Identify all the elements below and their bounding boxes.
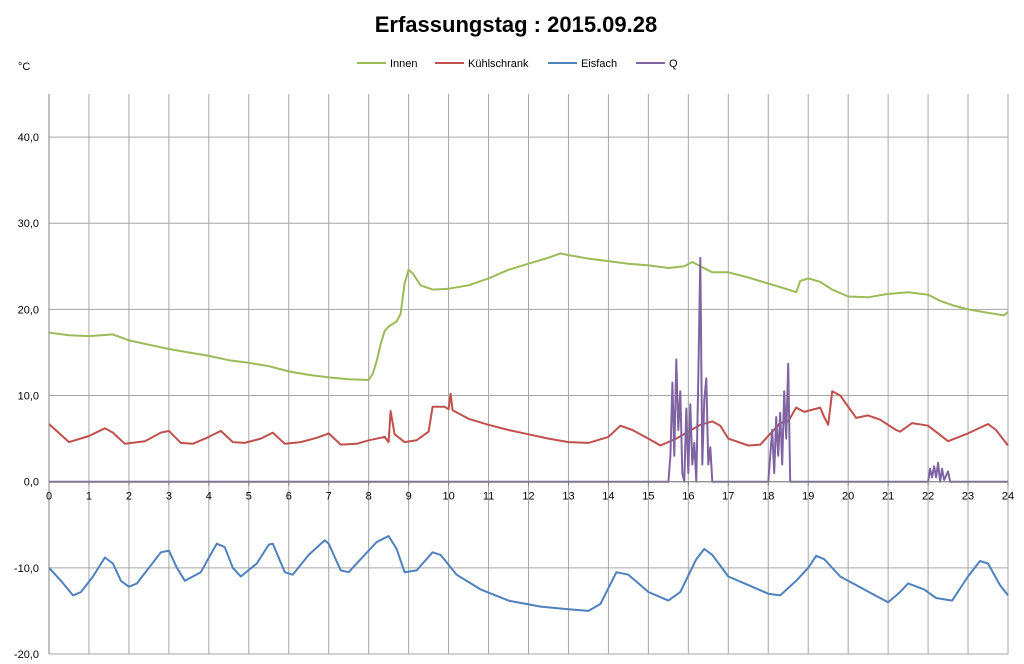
y-tick-label: 30,0: [18, 218, 39, 230]
series-line-innen: [48, 252, 1009, 381]
x-tick-label: 0: [46, 491, 52, 503]
x-tick-label: 2: [126, 491, 132, 503]
x-tick-label: 11: [483, 491, 494, 503]
y-tick-label: 0,0: [24, 477, 39, 489]
x-tick-label: 22: [922, 491, 934, 503]
x-tick-label: 10: [442, 491, 454, 503]
legend-label: Kühlschrank: [468, 58, 529, 70]
chart-title: Erfassungstag : 2015.09.28: [375, 12, 657, 37]
x-tick-label: 3: [166, 491, 172, 503]
legend-label: Innen: [390, 58, 418, 70]
x-tick-label: 17: [722, 491, 734, 503]
x-tick-label: 9: [406, 491, 412, 503]
x-tick-label: 13: [562, 491, 574, 503]
x-tick-label: 6: [286, 491, 292, 503]
series-line-eisfach: [48, 535, 1009, 612]
x-tick-label: 20: [842, 491, 854, 503]
legend-label: Eisfach: [581, 58, 617, 70]
x-tick-label: 5: [246, 491, 252, 503]
series-line-k-hlschrank: [48, 390, 1009, 447]
y-tick-label: -10,0: [14, 563, 39, 575]
x-tick-label: 8: [366, 491, 372, 503]
y-axis-unit-label: °C: [18, 61, 30, 73]
chart-axes: 0 1 2 3 4 5 6 7 8 9 10 11 12 13 14 15 16 17 18 19 20 21 22 23 24…: [14, 94, 1014, 661]
y-tick-label: 40,0: [18, 132, 39, 144]
x-tick-label: 15: [642, 491, 654, 503]
x-tick-label: 1: [86, 491, 92, 503]
y-tick-label: 20,0: [18, 304, 39, 316]
y-tick-label: 10,0: [18, 391, 39, 403]
x-tick-label: 7: [326, 491, 332, 503]
x-tick-label: 12: [522, 491, 534, 503]
x-tick-label: 24: [1002, 491, 1014, 503]
x-tick-label: 4: [206, 491, 212, 503]
x-tick-label: 16: [682, 491, 694, 503]
chart-legend: Innen Kühlschrank Eisfach Q: [357, 58, 678, 70]
x-tick-label: 18: [762, 491, 774, 503]
x-tick-label: 21: [882, 491, 894, 503]
chart-grid: [48, 94, 1009, 655]
y-tick-label: -20,0: [14, 649, 39, 661]
x-tick-label: 19: [802, 491, 814, 503]
x-tick-label: 23: [962, 491, 974, 503]
legend-label: Q: [669, 58, 678, 70]
x-tick-label: 14: [602, 491, 614, 503]
